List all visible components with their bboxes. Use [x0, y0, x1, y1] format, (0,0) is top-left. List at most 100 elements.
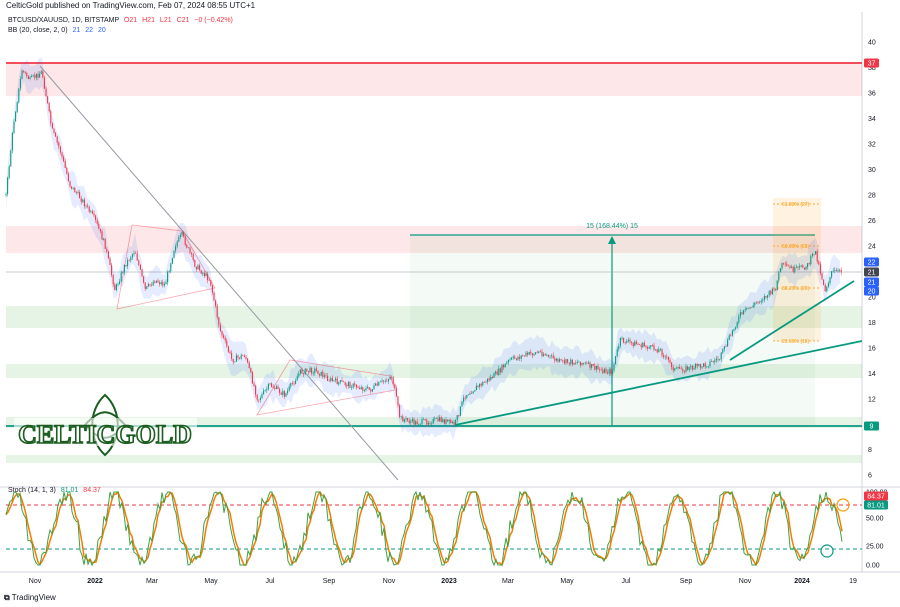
candle-body: [643, 342, 645, 346]
candle-body: [727, 339, 729, 347]
uptrend-line-long[interactable]: [454, 340, 863, 426]
stoch-legend[interactable]: Stoch (14, 1, 3) 81.01 84.37: [8, 486, 101, 496]
price-pane[interactable]: [0, 12, 862, 487]
downtrend-line[interactable]: [39, 65, 399, 481]
symbol-legend[interactable]: BTCUSD/XAUUSD, 1D, BITSTAMP O21 H21 L21 …: [8, 16, 233, 26]
candle-body: [323, 375, 325, 377]
stoch-badge-text: 81.01: [867, 503, 885, 510]
candle-body: [351, 387, 353, 389]
symbol-name[interactable]: BTCUSD/XAUUSD, 1D, BITSTAMP: [8, 17, 119, 24]
tradingview-footer[interactable]: ⧉ TradingView: [4, 592, 56, 604]
price-badges: 37 22 21 21 20 9: [864, 58, 879, 431]
price-tick-label: 38: [868, 65, 876, 72]
candle-body: [813, 253, 815, 255]
candle-body: [752, 305, 754, 308]
time-axis[interactable]: Nov 2022 Mar May Jul Sep Nov 2023 Mar May Jul Sep No…: [29, 578, 857, 585]
candle-body: [517, 356, 519, 360]
candle-body: [423, 419, 425, 420]
candle-body: [520, 355, 522, 359]
candle-body: [610, 369, 612, 375]
candle-body: [245, 356, 247, 359]
candle-body: [739, 312, 741, 317]
candle-body: [783, 263, 785, 264]
stoch-lines[interactable]: [5, 490, 843, 567]
candle-body: [655, 349, 657, 350]
celticgold-logo: CELTICGOLD: [14, 393, 197, 457]
candle-body: [373, 385, 375, 390]
time-tick-label: Mar: [146, 578, 159, 585]
stoch-pane[interactable]: [0, 487, 862, 572]
candle-body: [250, 368, 252, 373]
candle-body: [821, 273, 823, 280]
candle-body: [547, 355, 549, 357]
candle-body: [717, 358, 719, 360]
candle-body: [463, 397, 465, 402]
stoch-tick-label: 50.00: [866, 516, 884, 523]
time-tick-label: May: [204, 578, 218, 585]
candle-body: [599, 369, 601, 370]
support-zone-1[interactable]: [6, 306, 862, 328]
candle-body: [61, 152, 63, 157]
candle-body: [565, 359, 567, 364]
candle-body: [197, 265, 199, 270]
bb-legend[interactable]: BB (20, close, 2, 0) 21 22 20: [8, 26, 106, 36]
stoch-marker-top: [836, 498, 850, 512]
candle-body: [405, 418, 407, 420]
resistance-zone-top[interactable]: [6, 63, 862, 96]
fib-label-500: 50.00% (23): [782, 244, 810, 250]
support-zone-4[interactable]: [6, 455, 862, 463]
candle-body: [26, 72, 28, 77]
candle-body: [495, 371, 497, 374]
uptrend-line-short[interactable]: [729, 280, 855, 361]
candle-body: [115, 284, 117, 291]
triangle-pattern-1[interactable]: [116, 224, 216, 310]
candle-body: [227, 346, 229, 352]
candle-body: [48, 102, 50, 112]
price-badge-text: 20: [868, 289, 876, 296]
bb-label[interactable]: BB (20, close, 2, 0): [8, 27, 68, 34]
candle-body: [259, 398, 261, 401]
candle-body: [211, 285, 213, 293]
candle-body: [619, 337, 621, 346]
candle-body: [288, 386, 290, 391]
candle-body: [435, 418, 437, 419]
candle-body: [559, 359, 561, 362]
candle-body: [549, 355, 551, 357]
resistance-zone-middle[interactable]: [6, 226, 862, 253]
candle-body: [328, 380, 330, 382]
candle-body: [7, 177, 9, 195]
candle-body: [749, 307, 751, 309]
candle-body: [509, 359, 511, 361]
candle-body: [757, 301, 759, 303]
candle-body: [514, 356, 516, 359]
candle-body: [75, 192, 77, 193]
candle-body: [680, 368, 682, 370]
candle-body: [135, 253, 137, 254]
candle-body: [189, 247, 191, 253]
price-candles[interactable]: [5, 69, 842, 428]
candle-body: [687, 366, 689, 370]
candle-body: [607, 372, 609, 374]
candle-body: [741, 312, 743, 314]
candle-body: [552, 355, 554, 359]
candle-body: [291, 383, 293, 384]
candle-body: [120, 272, 122, 282]
support-zone-2[interactable]: [6, 364, 862, 378]
candle-body: [146, 286, 148, 289]
publisher-text: CelticGold published on TradingView.com,…: [6, 1, 256, 10]
time-tick-label: May: [560, 578, 574, 585]
stoch-label[interactable]: Stoch (14, 1, 3): [8, 487, 56, 494]
candle-body: [171, 257, 173, 264]
candle-body: [224, 337, 226, 341]
candle-body: [83, 199, 85, 207]
measure-label: 15 (168.44%) 15: [586, 223, 638, 230]
candle-body: [370, 389, 372, 392]
support-zone-3[interactable]: [6, 417, 862, 428]
tradingview-brand[interactable]: TradingView: [11, 593, 56, 602]
candle-body: [629, 339, 631, 342]
price-tick-label: 36: [868, 91, 876, 98]
candle-body: [746, 307, 748, 310]
candle-body: [379, 381, 381, 383]
